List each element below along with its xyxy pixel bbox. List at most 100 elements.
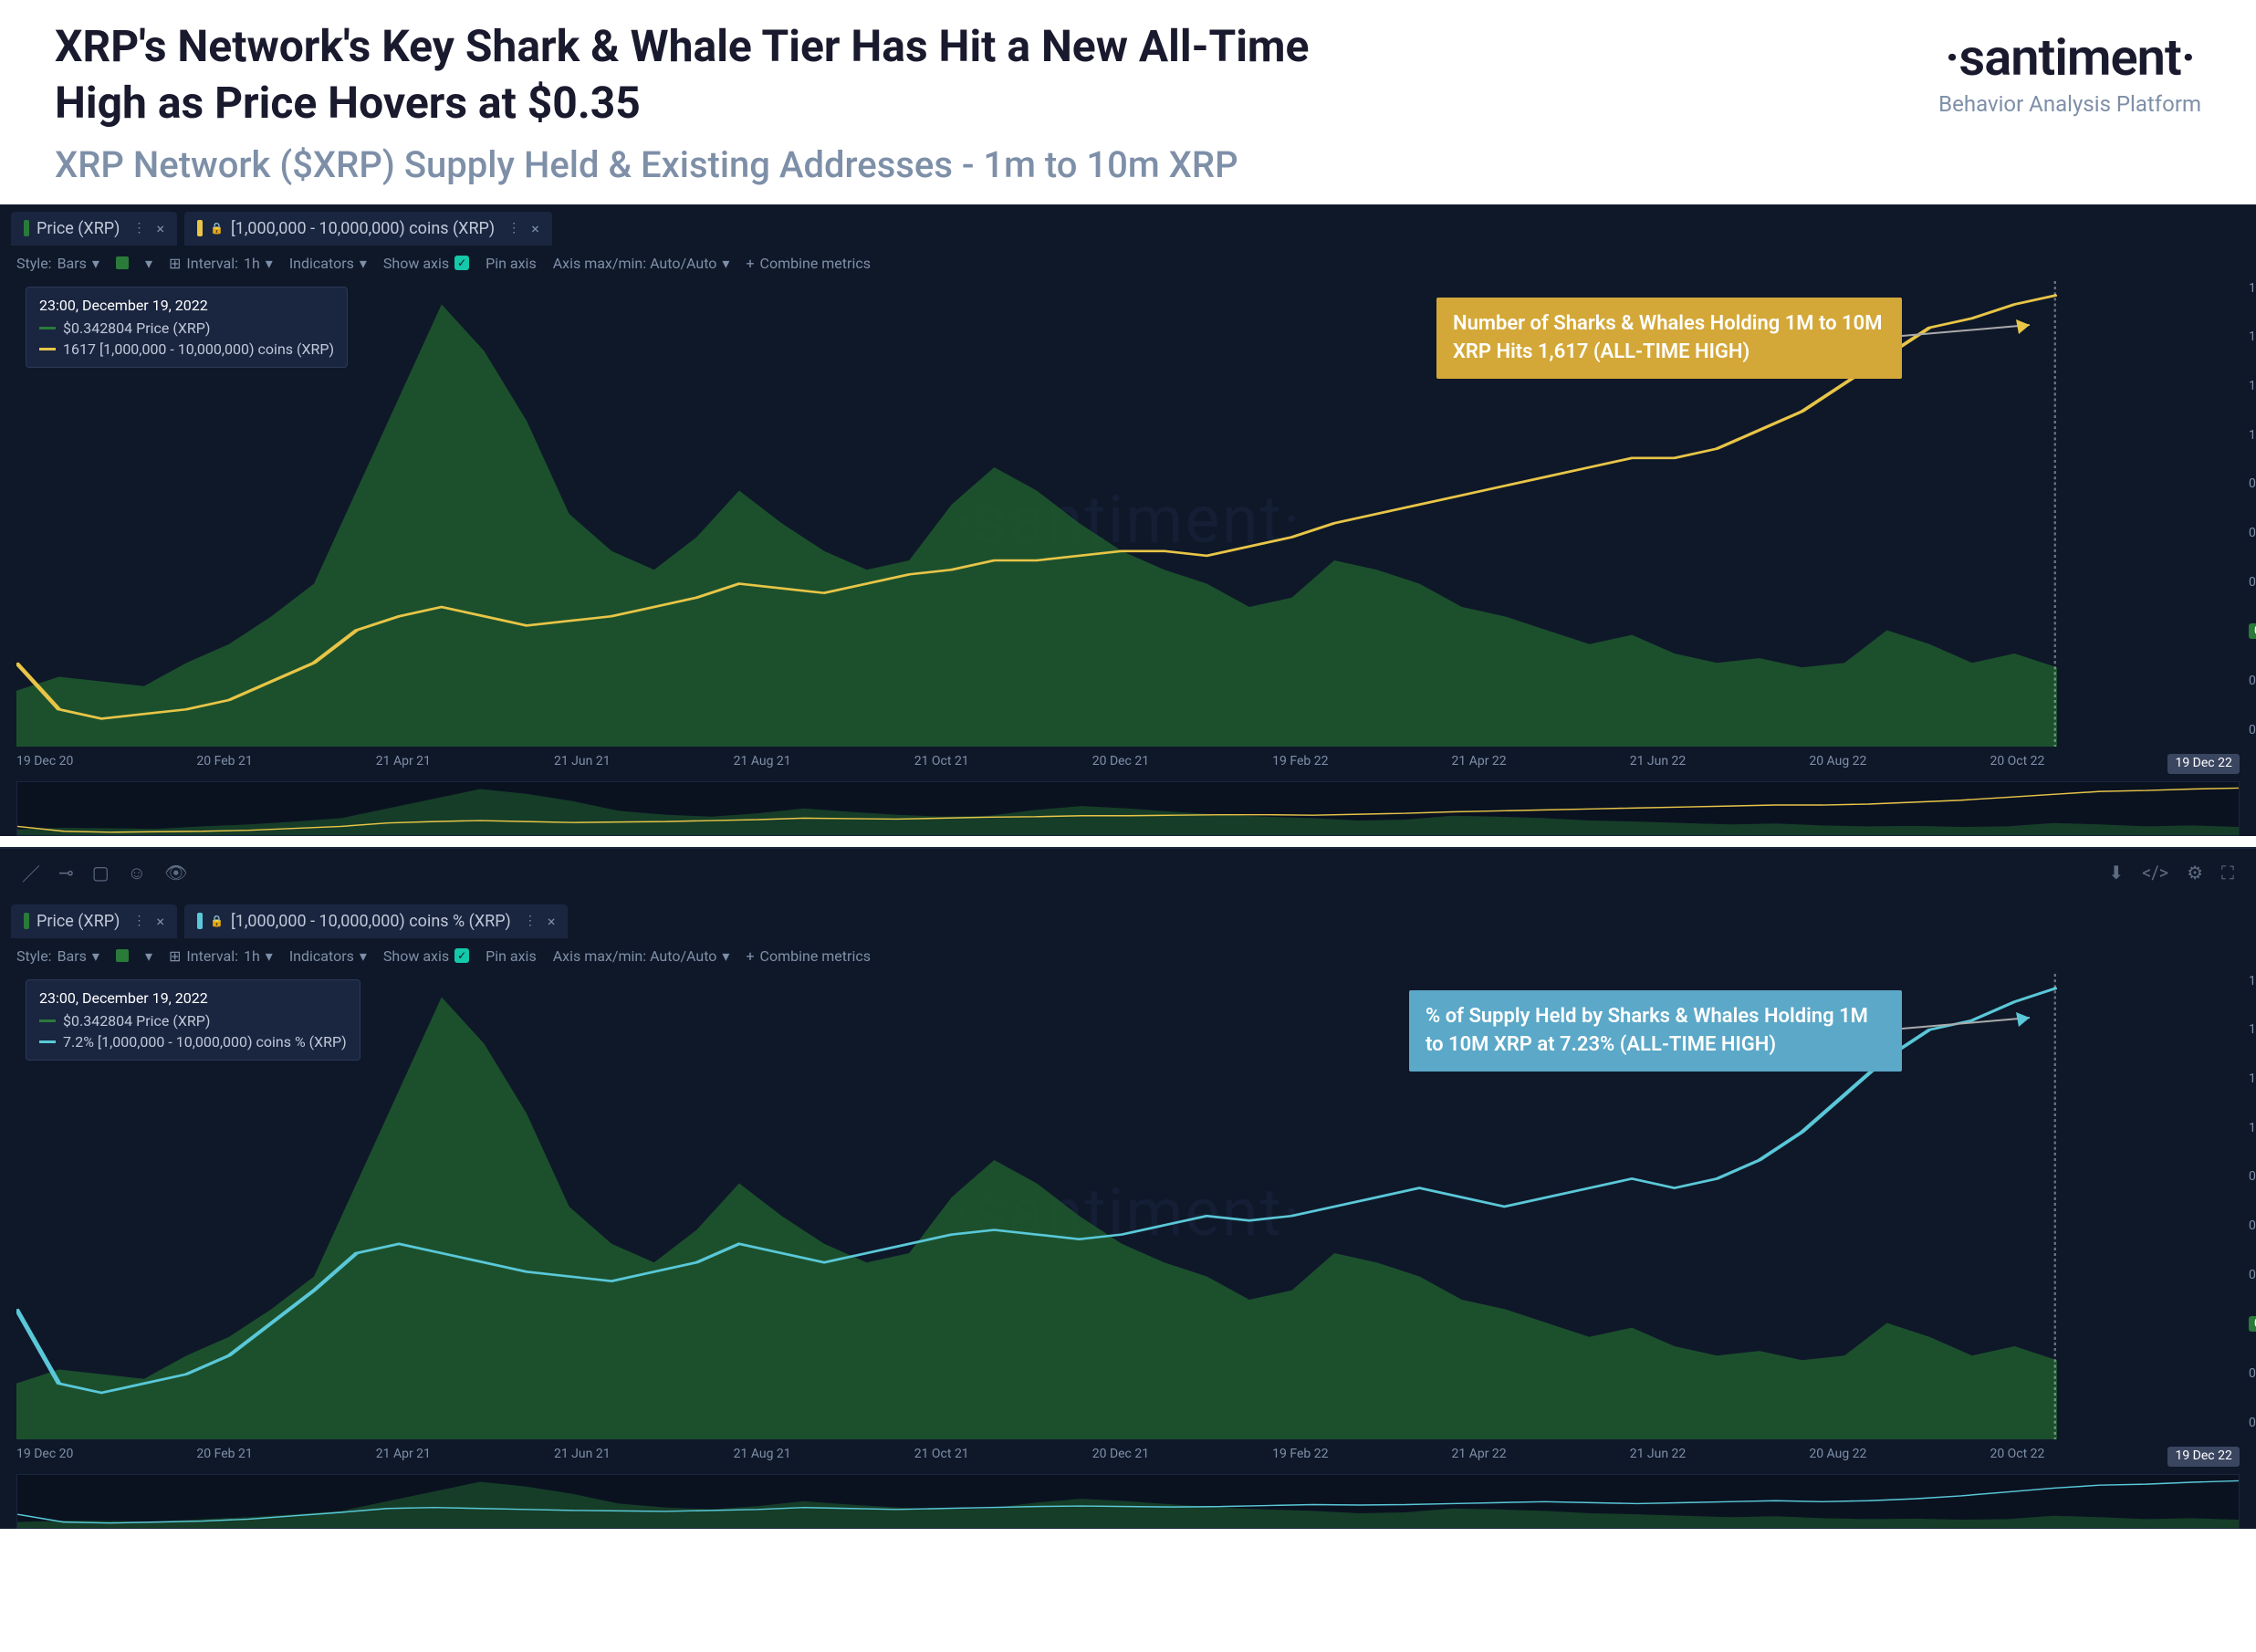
style-value: Bars — [57, 947, 87, 965]
tab-label: [1,000,000 - 10,000,000) coins (XRP) — [231, 219, 495, 238]
show-axis-toggle[interactable]: Show axis ✓ — [383, 255, 469, 272]
y-tick: 0.244 — [2249, 1366, 2256, 1381]
indicators-button[interactable]: Indicators ▾ — [289, 947, 367, 965]
panel-actions: ⬇ </> ⚙ ⛶ — [2108, 862, 2234, 884]
interval-label: Interval: — [186, 255, 238, 272]
close-icon[interactable]: × — [156, 913, 164, 930]
chart-panel-1: Price (XRP) ⋮ × 🔒 [1,000,000 - 10,000,00… — [0, 204, 2256, 836]
y-tick: 1.462 — [2249, 379, 2256, 393]
close-icon[interactable]: × — [531, 220, 539, 237]
tooltip-price-line: $0.342804 Price (XRP) — [39, 319, 334, 337]
x-tick-current: 19 Dec 22 — [2167, 754, 2239, 774]
pin-axis-button[interactable]: Pin axis — [486, 255, 537, 272]
combine-button[interactable]: + Combine metrics — [746, 947, 871, 965]
tab-label: [1,000,000 - 10,000,000) coins % (XRP) — [231, 912, 511, 931]
chart-body-1: ·santiment· 23:00, December 19, 2022 $0.… — [16, 281, 2240, 774]
combine-label: Combine metrics — [760, 255, 871, 272]
style-label: Style: — [16, 947, 52, 965]
y-tick: 1.949 — [2249, 281, 2256, 296]
close-icon[interactable]: × — [548, 913, 556, 930]
chart-toolbar: Style: Bars ▾ ▾ ⊞ Interval: 1h ▾ Indicat… — [0, 938, 2256, 974]
show-axis-label: Show axis — [383, 255, 449, 272]
minimap-svg — [17, 782, 2239, 835]
price-badge: 0.343 — [2249, 623, 2256, 639]
emoji-tool-icon[interactable]: ☺ — [128, 862, 146, 884]
style-value: Bars — [57, 255, 87, 272]
tooltip-date: 23:00, December 19, 2022 — [39, 989, 347, 1007]
color-swatch[interactable] — [116, 256, 129, 269]
line-tool-icon[interactable]: ／ — [22, 860, 40, 886]
indicators-button[interactable]: Indicators ▾ — [289, 255, 367, 272]
tooltip-date: 23:00, December 19, 2022 — [39, 297, 334, 314]
crosshair-tooltip: 23:00, December 19, 2022 $0.342804 Price… — [26, 979, 360, 1061]
minimap[interactable] — [16, 1474, 2240, 1529]
eye-icon[interactable]: 👁 — [164, 862, 187, 884]
santiment-logo: ·santiment· — [1938, 27, 2201, 88]
chevron-down-icon: ▾ — [722, 255, 729, 272]
y-tick: 0 — [2249, 1416, 2256, 1430]
minimap[interactable] — [16, 781, 2240, 836]
gear-icon[interactable]: ⚙ — [2187, 862, 2203, 884]
chevron-down-icon: ▾ — [360, 255, 367, 272]
x-tick: 21 Jun 22 — [1630, 754, 1687, 774]
chevron-down-icon: ▾ — [92, 255, 99, 272]
x-tick: 21 Jun 22 — [1630, 1447, 1687, 1467]
connect-tool-icon[interactable]: ⊸ — [58, 862, 74, 884]
y-tick: 0.731 — [2249, 1218, 2256, 1233]
combine-button[interactable]: + Combine metrics — [746, 255, 871, 272]
x-tick: 20 Feb 21 — [196, 1447, 252, 1467]
axis-minmax-button[interactable]: Axis max/min: Auto/Auto ▾ — [553, 947, 730, 965]
show-axis-toggle[interactable]: Show axis ✓ — [383, 947, 469, 965]
note-tool-icon[interactable]: ▢ — [92, 862, 110, 884]
y-tick: 0.975 — [2249, 476, 2256, 491]
tab-label: Price (XRP) — [37, 912, 120, 931]
x-axis: 19 Dec 2020 Feb 2121 Apr 2121 Jun 2121 A… — [16, 1439, 2240, 1467]
tooltip-coins-line: 1617 [1,000,000 - 10,000,000) coins (XRP… — [39, 340, 334, 358]
chevron-down-icon: ▾ — [145, 255, 152, 272]
chart-body-2: ·santiment· 23:00, December 19, 2022 $0.… — [16, 974, 2240, 1467]
axis-minmax-button[interactable]: Axis max/min: Auto/Auto ▾ — [553, 255, 730, 272]
tooltip-price-label: $0.342804 Price (XRP) — [63, 319, 210, 337]
tab-coins[interactable]: 🔒 [1,000,000 - 10,000,000) coins (XRP) ⋮… — [184, 212, 552, 246]
x-tick: 21 Oct 21 — [914, 1447, 969, 1467]
y-tick: 0.975 — [2249, 1169, 2256, 1184]
x-tick: 21 Apr 22 — [1452, 754, 1507, 774]
download-icon[interactable]: ⬇ — [2108, 862, 2124, 884]
tab-menu-icon[interactable]: ⋮ — [507, 221, 520, 235]
style-selector[interactable]: Style: Bars ▾ — [16, 947, 99, 965]
y-tick: 1.706 — [2249, 1022, 2256, 1037]
interval-selector[interactable]: ⊞ Interval: 1h ▾ — [169, 947, 273, 965]
style-selector[interactable]: Style: Bars ▾ — [16, 255, 99, 272]
pin-axis-button[interactable]: Pin axis — [486, 947, 537, 965]
interval-icon: ⊞ — [169, 947, 181, 965]
tab-price[interactable]: Price (XRP) ⋮ × — [11, 212, 177, 246]
interval-value: 1h — [244, 255, 260, 272]
color-swatch[interactable] — [116, 949, 129, 962]
tab-coins-pct[interactable]: 🔒 [1,000,000 - 10,000,000) coins % (XRP)… — [184, 904, 568, 938]
interval-selector[interactable]: ⊞ Interval: 1h ▾ — [169, 255, 273, 272]
chart-toolbar: Style: Bars ▾ ▾ ⊞ Interval: 1h ▾ Indicat… — [0, 246, 2256, 281]
tab-price[interactable]: Price (XRP) ⋮ × — [11, 904, 177, 938]
annotation-whales: Number of Sharks & Whales Holding 1M to … — [1436, 298, 1902, 380]
x-tick: 20 Oct 22 — [1990, 754, 2044, 774]
axis-minmax-label: Axis max/min: Auto/Auto — [553, 255, 717, 272]
tab-indicator-icon — [197, 913, 203, 929]
annotation-arrow-icon — [1902, 1010, 2048, 1047]
code-icon[interactable]: </> — [2142, 862, 2168, 884]
fullscreen-icon[interactable]: ⛶ — [2221, 862, 2234, 884]
tab-menu-icon[interactable]: ⋮ — [132, 914, 145, 928]
tab-menu-icon[interactable]: ⋮ — [132, 221, 145, 235]
tab-menu-icon[interactable]: ⋮ — [524, 914, 537, 928]
y-tick: 0.487 — [2249, 1268, 2256, 1282]
plus-icon: + — [746, 947, 754, 965]
x-tick: 21 Aug 21 — [734, 1447, 791, 1467]
header-right: ·santiment· Behavior Analysis Platform — [1938, 18, 2201, 117]
x-tick: 19 Feb 22 — [1272, 754, 1328, 774]
plus-icon: + — [746, 255, 754, 272]
tooltip-coins-pct-label: 7.2% [1,000,000 - 10,000,000) coins % (X… — [63, 1033, 347, 1051]
close-icon[interactable]: × — [156, 220, 164, 237]
interval-value: 1h — [244, 947, 260, 965]
x-tick: 19 Dec 20 — [16, 754, 73, 774]
chevron-down-icon: ▾ — [145, 947, 152, 965]
x-tick: 20 Dec 21 — [1092, 1447, 1149, 1467]
